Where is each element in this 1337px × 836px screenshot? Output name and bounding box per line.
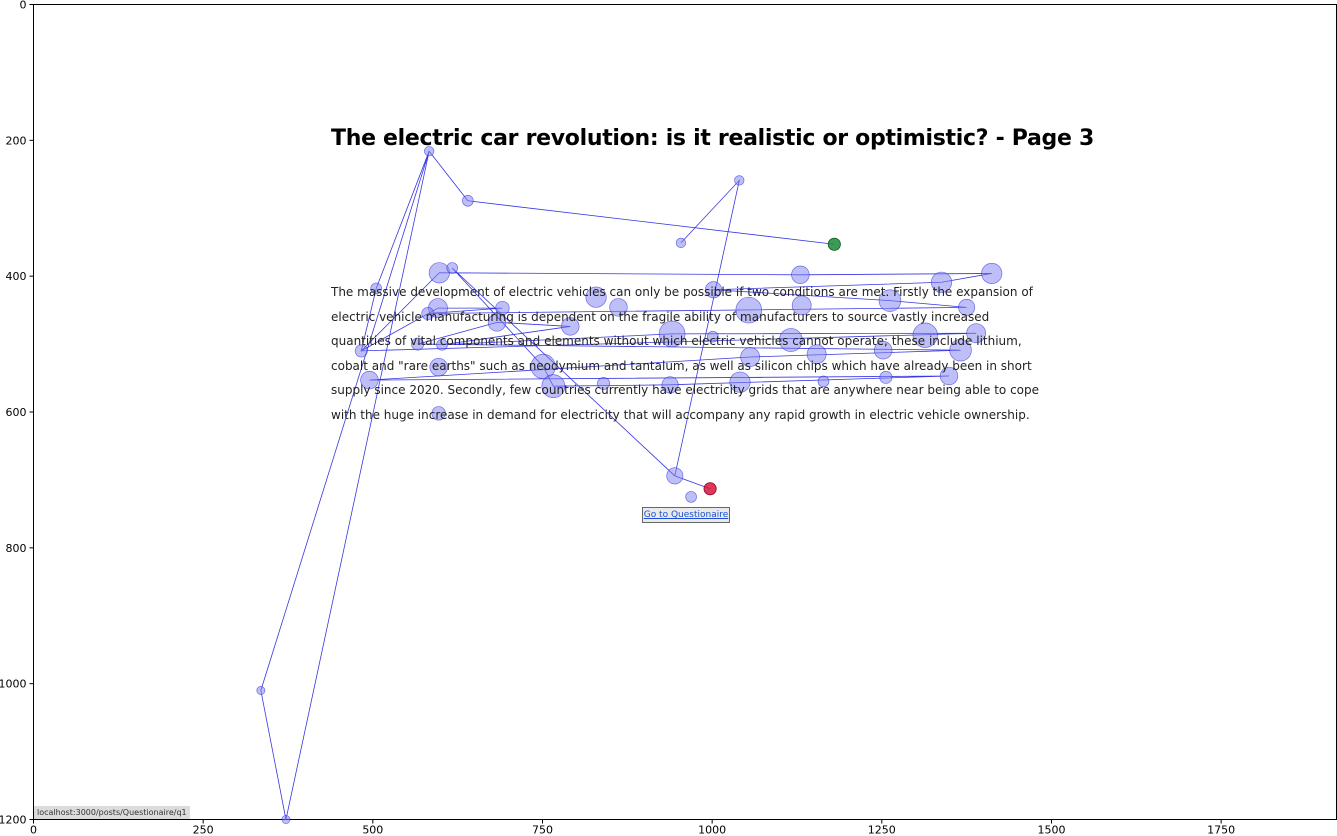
fixation-point-2 xyxy=(256,686,266,695)
fixation-point-6 xyxy=(370,282,383,295)
fixation-point-40 xyxy=(597,377,611,390)
fixation-point-0 xyxy=(462,194,474,207)
fixation-point-7 xyxy=(791,265,810,284)
x-tick-label-6: 1500 xyxy=(1037,824,1065,836)
x-tick-label-0: 0 xyxy=(30,824,37,836)
fixation-point-44 xyxy=(431,406,446,421)
fixation-point-26 xyxy=(966,323,987,344)
x-tick-label-5: 1250 xyxy=(868,824,896,836)
fixation-point-41 xyxy=(661,376,679,394)
fixation-point-19 xyxy=(421,307,435,320)
scanpath xyxy=(260,150,992,820)
x-tick-label-1: 250 xyxy=(193,824,214,836)
fixation-point-31 xyxy=(949,338,972,362)
fixation-point-27 xyxy=(411,337,425,351)
fixation-point-25 xyxy=(912,322,938,348)
fixation-point-39 xyxy=(541,374,566,399)
y-tick-label-1: 200 xyxy=(6,134,27,147)
fixation-point-18 xyxy=(791,295,812,316)
fixation-point-24 xyxy=(778,328,803,352)
fixation-point-48 xyxy=(675,237,687,248)
fixation-point-29 xyxy=(354,344,368,358)
fixation-point-13 xyxy=(958,298,976,316)
y-tick-label-0: 0 xyxy=(20,0,27,12)
x-axis: 0 250 500 750 1000 1250 1500 1750 xyxy=(30,819,1235,836)
y-axis: 0 200 400 600 800 1000 1200 xyxy=(0,0,34,827)
fixation-point-34 xyxy=(429,357,448,377)
fixation-point-16 xyxy=(609,298,628,317)
fixation-point-5 xyxy=(446,262,459,274)
fixation-point-3 xyxy=(281,815,291,824)
fixation-point-8 xyxy=(981,262,1003,284)
fixation-point-46 xyxy=(685,491,697,503)
go-to-questionaire-button[interactable]: Go to Questionaire xyxy=(642,507,730,523)
fixation-point-43 xyxy=(817,375,830,388)
fixation-point-45 xyxy=(666,467,684,485)
article-paragraph: The massive development of electric vehi… xyxy=(331,285,1040,422)
end-fixation-point xyxy=(703,482,717,496)
x-tick-label-3: 750 xyxy=(532,824,553,836)
y-tick-label-4: 800 xyxy=(6,542,27,555)
fixation-point-28 xyxy=(436,338,448,351)
fixation-points xyxy=(256,146,1003,824)
y-tick-label-3: 600 xyxy=(6,406,27,419)
fixation-point-35 xyxy=(530,353,556,380)
scanpath-line xyxy=(260,150,992,820)
x-tick-label-4: 1000 xyxy=(698,824,726,836)
fixation-point-30 xyxy=(873,341,893,360)
fixation-point-1 xyxy=(424,146,435,157)
fixation-point-22 xyxy=(658,320,686,348)
fixation-point-42 xyxy=(729,371,751,393)
status-bar-url: localhost:3000/posts/Questionaire/q1 xyxy=(34,806,190,819)
fixation-point-38 xyxy=(360,370,379,390)
fixation-point-20 xyxy=(487,313,507,332)
fixation-point-37 xyxy=(939,366,959,386)
fixation-point-15 xyxy=(495,300,510,316)
fixation-point-21 xyxy=(561,317,580,336)
fixation-point-23 xyxy=(707,330,719,343)
y-tick-label-6: 1200 xyxy=(0,814,27,827)
y-tick-label-5: 1000 xyxy=(0,678,27,691)
fixation-point-32 xyxy=(806,344,827,365)
y-tick-label-2: 400 xyxy=(6,270,27,283)
fixation-point-12 xyxy=(878,289,902,312)
fixation-point-11 xyxy=(585,286,607,308)
x-tick-label-2: 500 xyxy=(362,824,383,836)
start-fixation-point xyxy=(827,237,841,251)
page-title: The electric car revolution: is it reali… xyxy=(331,126,1094,151)
fixation-point-17 xyxy=(735,296,763,324)
fixation-point-10 xyxy=(704,281,723,299)
fixation-point-33 xyxy=(740,347,761,367)
fixation-point-47 xyxy=(734,175,745,186)
x-tick-label-7: 1750 xyxy=(1207,824,1235,836)
fixation-point-9 xyxy=(930,271,953,293)
fixation-point-36 xyxy=(879,370,893,384)
